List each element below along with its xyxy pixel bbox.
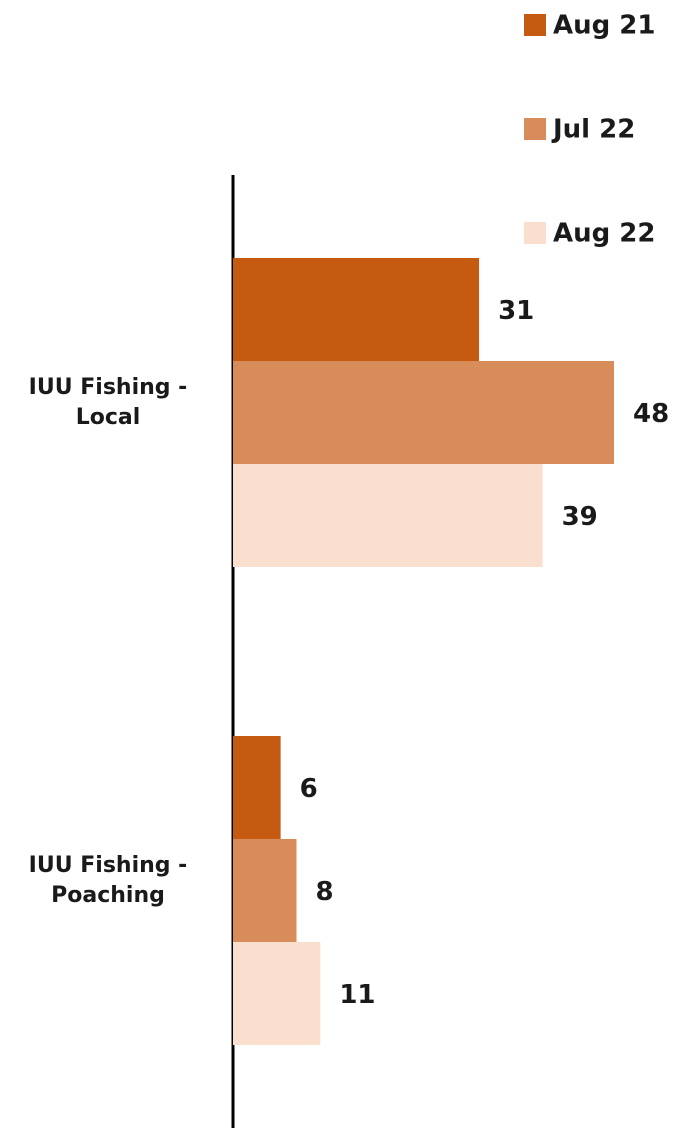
legend-label: Aug 22: [553, 219, 655, 249]
category-label: IUU Fishing - Poaching: [28, 852, 188, 908]
legend-swatch: [524, 14, 546, 36]
bar: [233, 736, 281, 839]
data-label: 39: [562, 502, 598, 532]
data-label: 48: [633, 399, 669, 429]
legend-label: Jul 22: [551, 115, 635, 145]
bar: [233, 839, 297, 942]
data-label: 6: [300, 774, 318, 804]
data-label: 11: [339, 980, 375, 1010]
data-label: 8: [316, 877, 334, 907]
bar: [233, 942, 321, 1045]
bar: [233, 361, 614, 464]
data-label: 31: [498, 296, 534, 326]
legend-swatch: [524, 118, 546, 140]
legend-swatch: [524, 222, 546, 244]
category-label: IUU Fishing - Local: [28, 374, 188, 430]
bar: [233, 258, 480, 361]
bar: [233, 464, 543, 567]
legend-label: Aug 21: [553, 11, 655, 41]
